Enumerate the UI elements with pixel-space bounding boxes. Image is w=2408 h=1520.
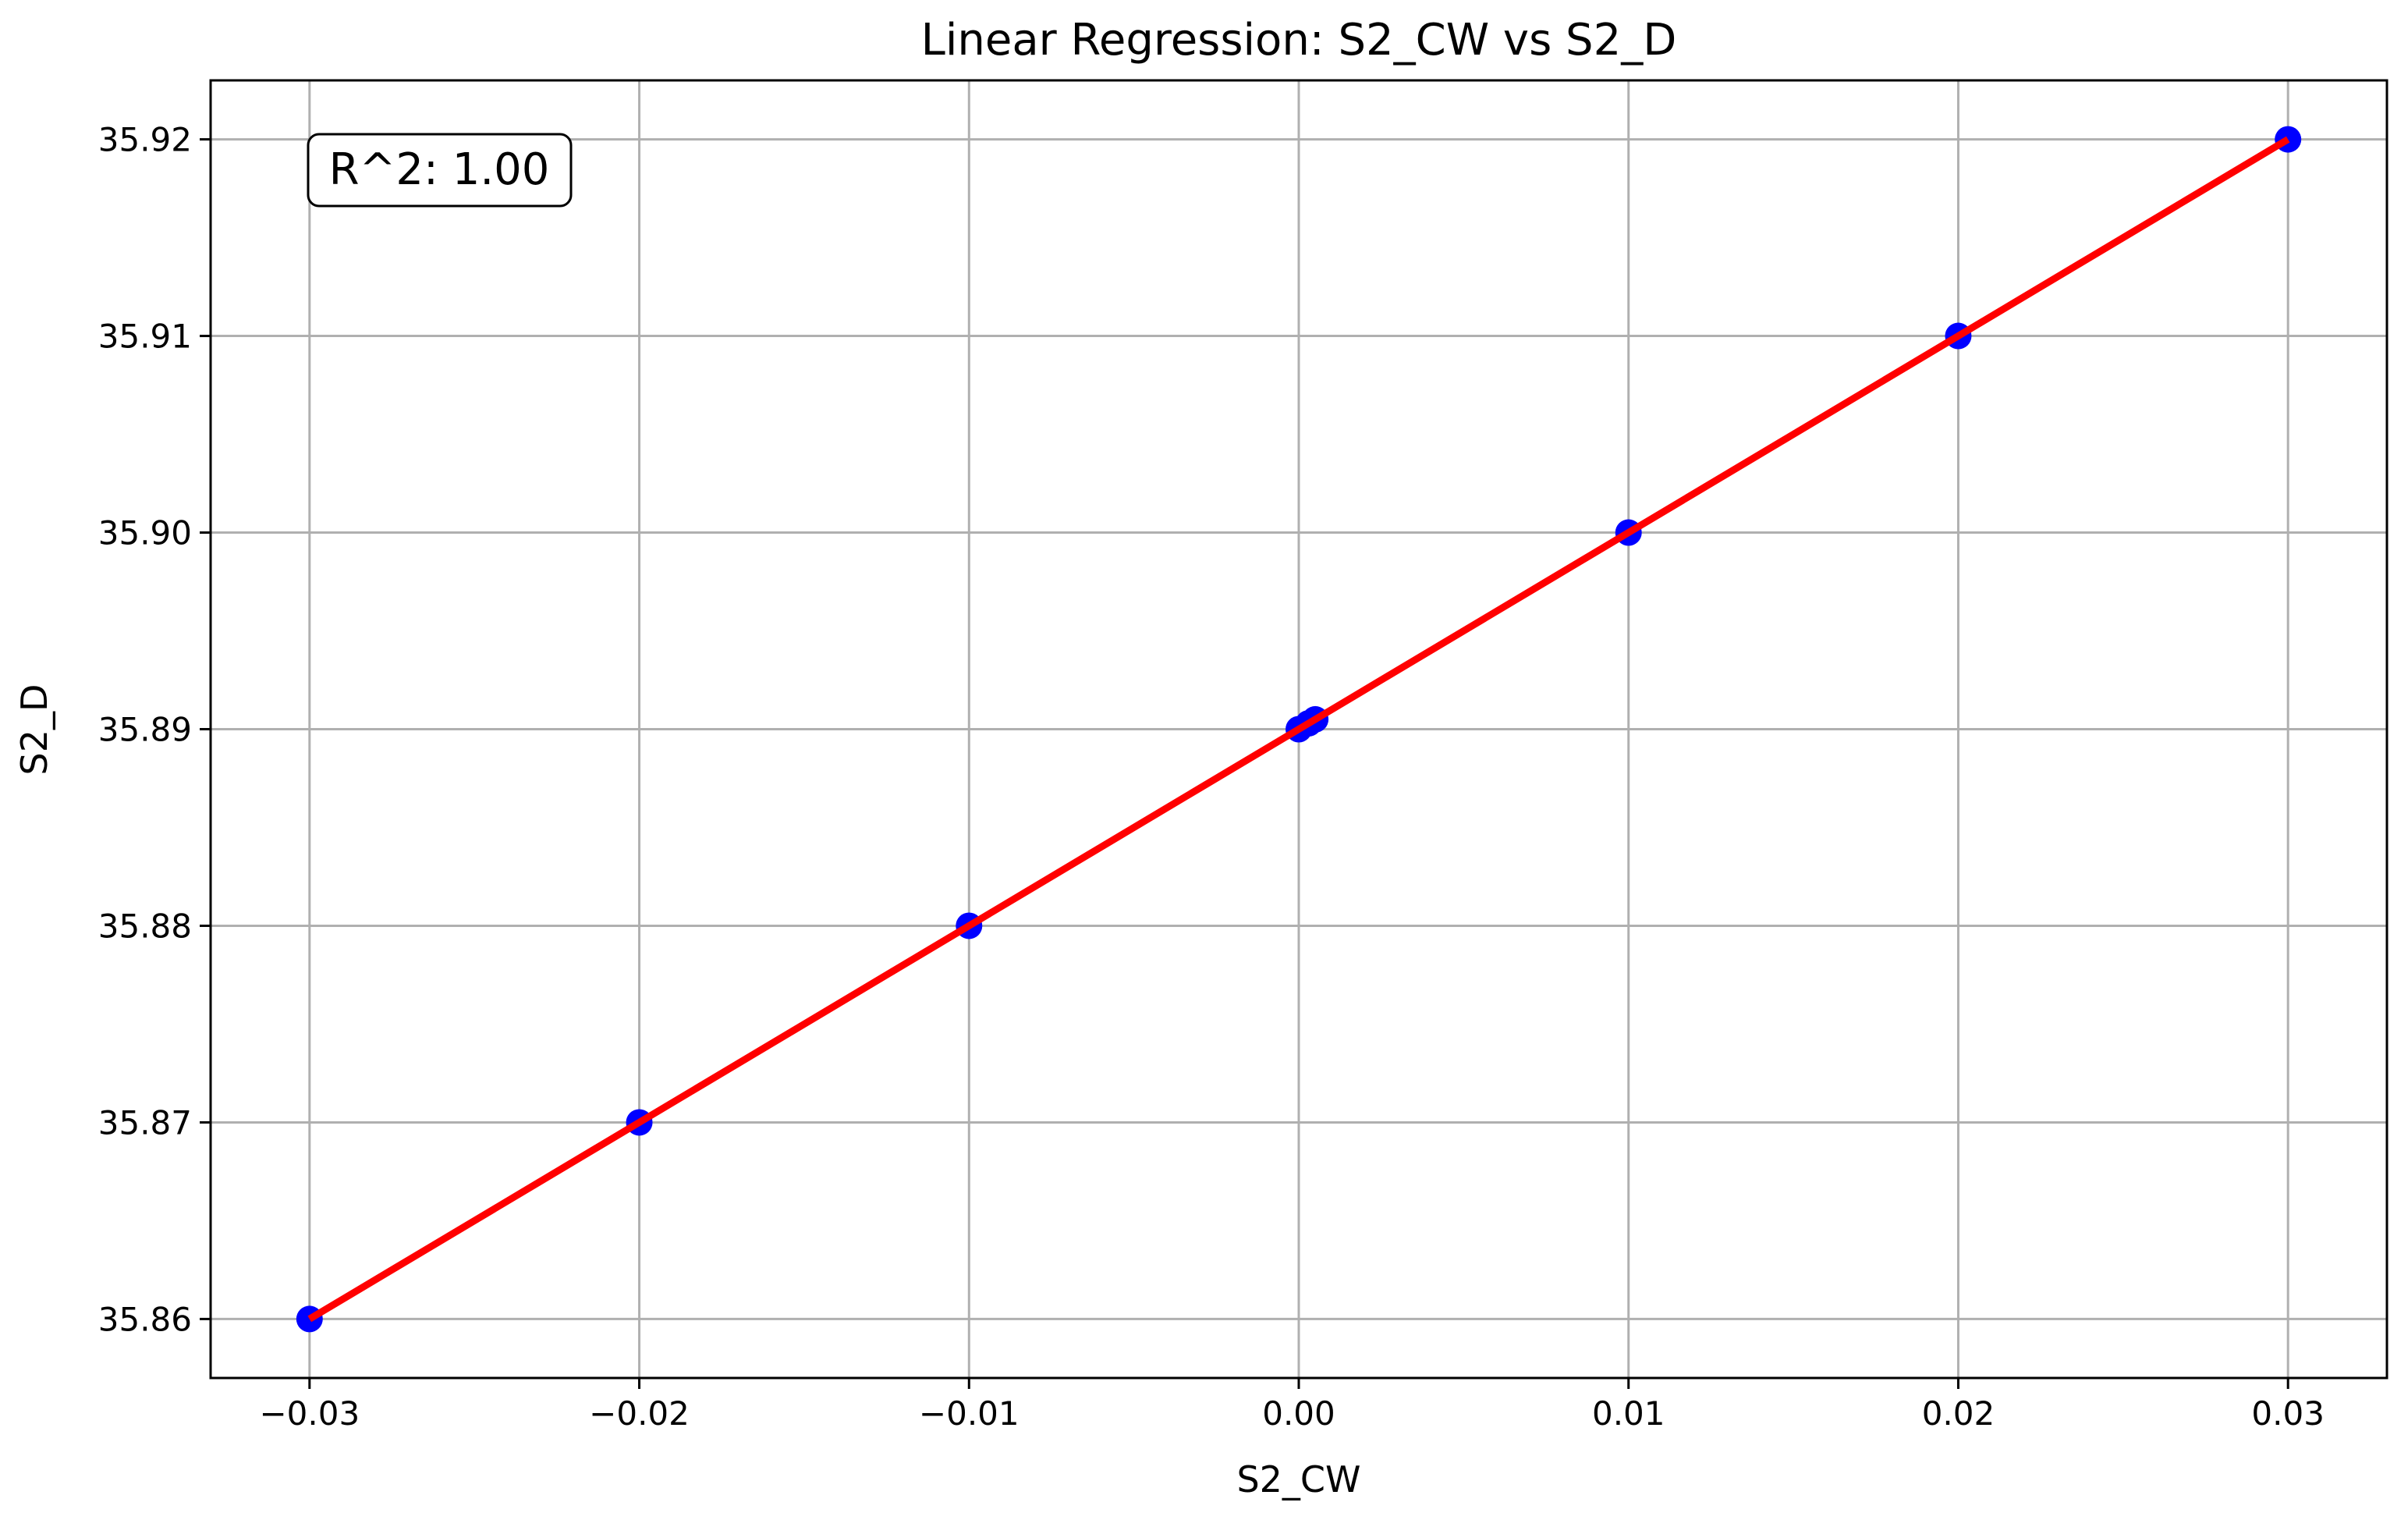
x-tick-label: 0.00 [1262, 1394, 1335, 1433]
regression-line [307, 136, 2290, 1323]
regression-line-path [307, 136, 2290, 1323]
y-tick-label: 35.88 [98, 907, 192, 945]
y-axis-label: S2_D [13, 684, 55, 776]
r-squared-text: R^2: 1.00 [329, 144, 550, 195]
y-tick-label: 35.87 [98, 1103, 192, 1142]
y-tick-label: 35.90 [98, 514, 192, 552]
x-axis-label: S2_CW [1236, 1458, 1360, 1500]
x-tick-label: 0.02 [1922, 1394, 1995, 1433]
y-tick-label: 35.86 [98, 1300, 192, 1338]
y-tick-label: 35.92 [98, 121, 192, 159]
y-axis-ticks: 35.86 35.87 35.88 35.89 35.90 35.91 35.92 [98, 121, 211, 1338]
chart-title: Linear Regression: S2_CW vs S2_D [921, 15, 1677, 66]
r-squared-box [307, 133, 573, 208]
x-tick-label: −0.01 [919, 1394, 1020, 1433]
x-axis-ticks: −0.03 −0.02 −0.01 0.00 0.01 0.02 0.03 [259, 1378, 2325, 1433]
x-tick-label: 0.03 [2251, 1394, 2325, 1433]
r-squared-annotation: R^2: 1.00 [307, 133, 573, 208]
y-tick-label: 35.89 [98, 711, 192, 749]
x-tick-label: −0.02 [589, 1394, 690, 1433]
y-gridlines [211, 138, 2387, 1320]
y-tick-label: 35.91 [98, 318, 192, 356]
x-tick-label: 0.01 [1592, 1394, 1665, 1433]
x-tick-label: −0.03 [259, 1394, 360, 1433]
